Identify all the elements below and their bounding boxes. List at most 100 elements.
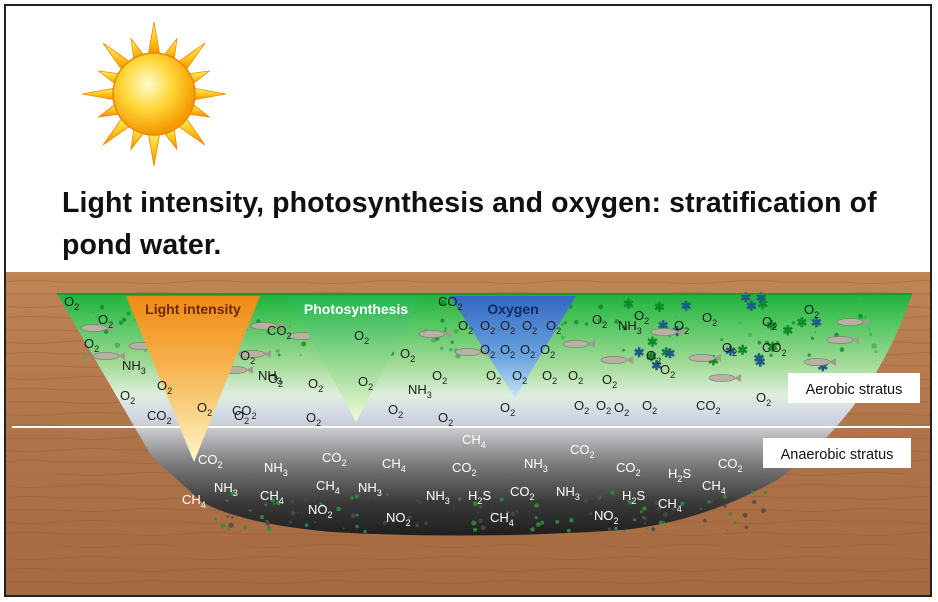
molecule-label: O2 xyxy=(358,374,373,392)
molecule-label: O2 xyxy=(634,308,649,326)
molecule-label: O2 xyxy=(480,342,495,360)
oxygen-gradient xyxy=(450,296,576,398)
fish-icon xyxy=(650,328,683,336)
molecule-label: O2 xyxy=(522,318,537,336)
molecule-label: O2 xyxy=(592,312,607,330)
molecule-label: O2 xyxy=(512,368,527,386)
molecule-label: CO2 xyxy=(232,403,257,421)
molecule-label: O2 xyxy=(542,368,557,386)
molecule-label: O2 xyxy=(546,318,561,336)
molecule-label: O2 xyxy=(646,348,661,366)
molecule-label: NH3 xyxy=(264,460,288,478)
molecule-label: O2 xyxy=(596,398,611,416)
fish-icon xyxy=(80,324,113,332)
molecule-label: CH4 xyxy=(490,510,514,528)
molecule-label: O2 xyxy=(540,342,555,360)
svg-text:✱: ✱ xyxy=(746,298,757,313)
molecule-label: CO2 xyxy=(570,442,595,460)
molecule-label: NH3 xyxy=(122,358,146,376)
svg-text:✱: ✱ xyxy=(811,315,822,330)
fish-icon xyxy=(92,352,125,360)
molecule-label: CH4 xyxy=(462,432,486,450)
svg-text:✱: ✱ xyxy=(740,290,751,305)
fish-icon xyxy=(803,358,836,366)
molecule-label: NH3 xyxy=(618,318,642,336)
molecule-label: O2 xyxy=(240,348,255,366)
molecule-label: CO2 xyxy=(452,460,477,478)
svg-text:✱: ✱ xyxy=(646,349,657,364)
molecule-label: O2 xyxy=(568,368,583,386)
fish-icon xyxy=(688,354,721,362)
molecule-label: CH4 xyxy=(702,478,726,496)
molecule-label: O2 xyxy=(84,336,99,354)
molecule-label: O2 xyxy=(197,400,212,418)
molecule-label: CO2 xyxy=(322,450,347,468)
svg-text:✱: ✱ xyxy=(782,323,793,338)
pond-illustration: ✱✱✱✱✱✱✱✱✱✱✱✱✱✱✱✱✱✱✱✱✱✱✱✱✱✱ O2O2O2NH3O2O2… xyxy=(6,21,930,595)
svg-text:✱: ✱ xyxy=(708,353,719,368)
molecule-label: O2 xyxy=(486,368,501,386)
svg-text:✱: ✱ xyxy=(661,345,672,360)
molecule-label: NH3 xyxy=(556,484,580,502)
molecule-label: NH3 xyxy=(214,480,238,498)
molecule-label: CH4 xyxy=(260,488,284,506)
svg-text:✱: ✱ xyxy=(651,358,662,373)
fish-icon xyxy=(600,356,633,364)
molecule-label: O2 xyxy=(306,410,321,428)
molecule-label: O2 xyxy=(354,328,369,346)
molecule-label: CO2 xyxy=(198,452,223,470)
svg-text:✱: ✱ xyxy=(681,299,692,314)
svg-text:✱: ✱ xyxy=(817,359,828,374)
molecule-label: NH3 xyxy=(524,456,548,474)
svg-text:✱: ✱ xyxy=(634,345,645,360)
molecule-label: O2 xyxy=(400,346,415,364)
fish-icon xyxy=(562,340,595,348)
fish-icon xyxy=(250,322,283,330)
molecule-label: NO2 xyxy=(308,502,333,520)
svg-text:✱: ✱ xyxy=(737,343,748,358)
molecule-label: O2 xyxy=(234,408,249,426)
aerobic-stratus-label: Aerobic stratus xyxy=(806,382,903,398)
slide-frame: ✱✱✱✱✱✱✱✱✱✱✱✱✱✱✱✱✱✱✱✱✱✱✱✱✱✱ O2O2O2NH3O2O2… xyxy=(4,4,932,597)
fish-icon xyxy=(708,374,741,382)
molecule-label: O2 xyxy=(120,388,135,406)
molecule-label: H2S xyxy=(468,488,491,506)
molecule-label: CO2 xyxy=(718,456,743,474)
molecule-label: O2 xyxy=(98,312,113,330)
molecule-label: O2 xyxy=(762,314,777,332)
molecule-label: O2 xyxy=(602,372,617,390)
svg-text:✱: ✱ xyxy=(654,299,665,314)
molecule-label: H2S xyxy=(622,488,645,506)
molecule-label: NH3 xyxy=(408,382,432,400)
anaerobic-stratus-label: Anaerobic stratus xyxy=(781,447,894,463)
anaerobic-stratus-box: Anaerobic stratus xyxy=(763,438,911,468)
svg-text:✱: ✱ xyxy=(623,297,634,312)
svg-text:✱: ✱ xyxy=(754,351,765,366)
molecule-label: CO2 xyxy=(762,340,787,358)
molecule-label: O2 xyxy=(432,368,447,386)
oxygen-label: Oxygen xyxy=(487,301,538,317)
molecule-label: O2 xyxy=(157,378,172,396)
molecule-label: O2 xyxy=(500,400,515,418)
molecule-label: O2 xyxy=(388,402,403,420)
svg-text:✱: ✱ xyxy=(796,315,807,330)
light-intensity-label: Light intensity xyxy=(145,301,241,317)
molecule-label: O2 xyxy=(64,294,79,312)
molecule-label: O2 xyxy=(458,318,473,336)
molecule-label: CH4 xyxy=(316,478,340,496)
molecule-label: CH4 xyxy=(182,492,206,510)
svg-text:✱: ✱ xyxy=(725,344,736,359)
photosynthesis-label: Photosynthesis xyxy=(304,301,408,317)
molecule-label: O2 xyxy=(500,342,515,360)
fish-icon xyxy=(826,336,859,344)
molecule-label: CO2 xyxy=(147,408,172,426)
molecule-label: CO2 xyxy=(510,484,535,502)
molecule-label: O2 xyxy=(756,390,771,408)
svg-text:✱: ✱ xyxy=(757,297,768,312)
molecule-label: CO2 xyxy=(438,294,463,312)
molecule-label: O2 xyxy=(500,318,515,336)
molecule-label: O2 xyxy=(674,318,689,336)
svg-text:✱: ✱ xyxy=(647,335,658,350)
